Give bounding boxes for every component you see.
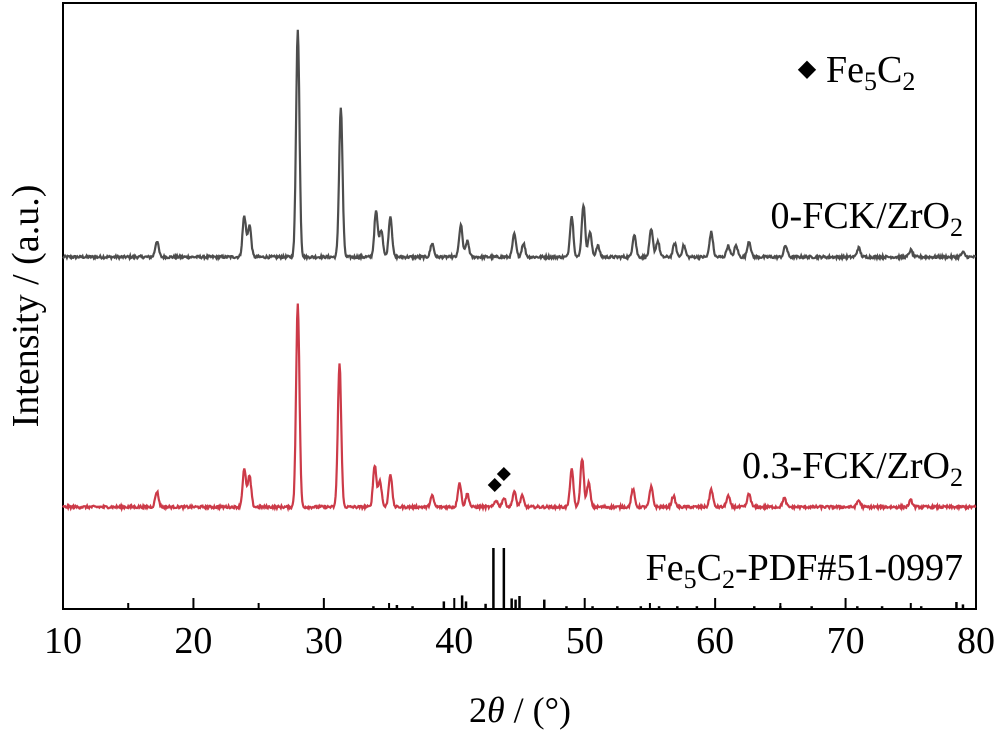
series-layer bbox=[62, 29, 977, 513]
legend-label-base: Fe bbox=[826, 49, 864, 91]
x-tick-label: 50 bbox=[566, 620, 604, 662]
x-axis-label-two: 2 bbox=[469, 690, 487, 730]
x-tick-label: 70 bbox=[827, 620, 865, 662]
x-tick-label: 30 bbox=[305, 620, 343, 662]
reference-label-base: Fe bbox=[646, 547, 684, 589]
x-tick-label: 10 bbox=[44, 620, 82, 662]
series-label-0.3-fck-base: 0.3-FCK/ZrO bbox=[742, 445, 950, 487]
reference-label-mid: C bbox=[697, 547, 722, 589]
x-axis-label: 2θ / (°) bbox=[469, 690, 571, 730]
legend-label-mid: C bbox=[877, 49, 902, 91]
fe5c2-diamond-marker bbox=[496, 467, 511, 481]
x-tick-label: 40 bbox=[435, 620, 473, 662]
series-label-0.3-fck: 0.3-FCK/ZrO2 bbox=[742, 445, 963, 492]
reference-label-sub1: 5 bbox=[684, 565, 697, 594]
x-axis-label-unit: / (°) bbox=[505, 690, 571, 730]
legend-marker: ◆ bbox=[798, 56, 817, 82]
plot-frame bbox=[62, 2, 977, 610]
series-label-0-fck: 0-FCK/ZrO2 bbox=[771, 195, 963, 242]
series-line-0 bbox=[62, 29, 977, 263]
reference-label-tail: -PDF#51-0997 bbox=[735, 547, 963, 589]
reference-layer bbox=[372, 548, 965, 608]
legend-label: Fe5C2 bbox=[826, 49, 915, 96]
legend-label-sub1: 5 bbox=[864, 67, 877, 96]
reference-label-sub2: 2 bbox=[722, 565, 735, 594]
x-tick-label: 20 bbox=[174, 620, 212, 662]
marker-layer bbox=[487, 467, 511, 492]
y-axis-label: Intensity / (a.u.) bbox=[5, 185, 47, 428]
series-label-0-fck-base: 0-FCK/ZrO bbox=[771, 195, 950, 237]
x-tick-label: 80 bbox=[957, 620, 995, 662]
x-axis-label-theta: θ bbox=[487, 690, 505, 730]
series-label-0.3-fck-sub: 2 bbox=[950, 463, 963, 492]
series-label-0-fck-sub: 2 bbox=[950, 213, 963, 242]
reference-label: Fe5C2-PDF#51-0997 bbox=[646, 547, 963, 594]
series-line-1 bbox=[62, 303, 977, 513]
x-ticks: 10 20 30 40 50 60 70 80 bbox=[44, 598, 995, 662]
legend-label-sub2: 2 bbox=[902, 67, 915, 96]
x-tick-label: 60 bbox=[696, 620, 734, 662]
fe5c2-diamond-marker bbox=[487, 478, 502, 492]
